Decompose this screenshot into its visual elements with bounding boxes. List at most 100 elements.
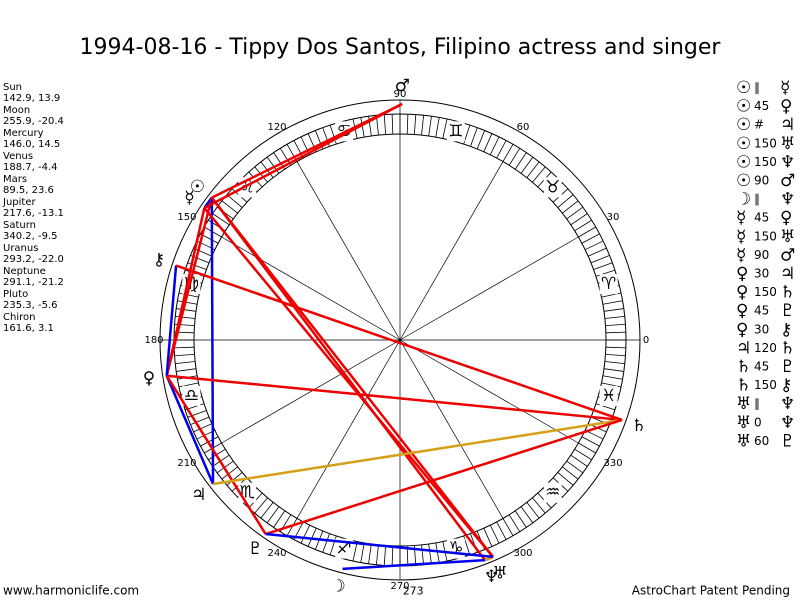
aspect-line xyxy=(165,375,267,535)
aspect-line xyxy=(342,558,486,571)
degree-tick xyxy=(601,382,622,388)
degree-tick xyxy=(175,315,196,319)
degree-tick xyxy=(470,127,478,147)
aspect-from: ♀ xyxy=(736,283,748,303)
degree-tick xyxy=(391,545,394,566)
aspect-from: ☉ xyxy=(736,97,751,117)
aspect-to: ♀ xyxy=(780,97,792,117)
planet-position: 235.3, -5.6 xyxy=(3,300,58,311)
planet-position: 217.6, -13.1 xyxy=(3,208,64,219)
degree-label: 150 xyxy=(177,212,196,223)
degree-label: 30 xyxy=(607,212,620,223)
spoke xyxy=(399,236,579,341)
degree-tick xyxy=(421,115,425,136)
spoke xyxy=(399,339,579,444)
degree-tick xyxy=(286,518,298,536)
planet-glyph: ♆ xyxy=(484,567,499,587)
planet-name: Neptune xyxy=(3,266,46,277)
sign-bg xyxy=(599,385,618,406)
aspect-line xyxy=(265,532,494,559)
aspect-to: ♃ xyxy=(780,264,795,284)
degree-tick xyxy=(603,308,624,312)
aspect-line xyxy=(265,418,623,536)
degree-tick xyxy=(526,161,540,178)
planet-position: 89.5, 23.6 xyxy=(3,185,54,196)
planet-name: Moon xyxy=(3,105,30,116)
planet-position: 142.9, 13.9 xyxy=(3,93,60,104)
degree-tick xyxy=(603,368,624,372)
aspect-from: ☉ xyxy=(736,134,751,154)
degree-label: 210 xyxy=(177,458,196,469)
degree-tick xyxy=(174,353,195,357)
planet-name: Uranus xyxy=(3,243,38,254)
planet-glyph: ♄ xyxy=(631,416,646,436)
degree-tick xyxy=(200,436,219,447)
spoke xyxy=(399,339,504,519)
aspect-type: 150 xyxy=(754,285,777,299)
aspect-type: 30 xyxy=(754,322,769,336)
sign-glyph: ♎ xyxy=(184,386,199,406)
degree-tick xyxy=(413,114,417,135)
aspect-to: ⚷ xyxy=(780,376,792,396)
degree-tick xyxy=(406,114,409,135)
aspect-from: ☉ xyxy=(736,115,751,135)
aspect-to: ♂ xyxy=(780,245,795,265)
degree-tick xyxy=(216,460,234,474)
degree-tick xyxy=(502,518,514,536)
degree-tick xyxy=(221,200,238,214)
aspect-list: ☉ ∥ ☿☉ 45 ♀☉ # ♃☉ 150 ♅☉ 150 ♆☉ 90 ♂☽ ∥ ♆☿ 45 ♀☿ 150 ♅☿ 90 ♂… xyxy=(736,78,795,451)
degree-tick xyxy=(175,361,196,365)
aspect-from: ☿ xyxy=(736,227,746,247)
sign-glyph: ♒ xyxy=(545,483,560,503)
degree-tick xyxy=(604,361,625,365)
degree-tick xyxy=(532,166,546,183)
title: 1994-08-16 - Tippy Dos Santos, Filipino … xyxy=(80,35,722,60)
degree-tick xyxy=(360,117,365,138)
degree-tick xyxy=(174,346,195,349)
aspect-type: 90 xyxy=(754,248,769,262)
aspect-from: ♀ xyxy=(736,301,748,321)
aspect-from: ♅ xyxy=(736,394,751,414)
sign-glyph: ♏ xyxy=(240,483,255,503)
planet-name: Venus xyxy=(3,151,33,162)
degree-tick xyxy=(483,133,493,152)
aspect-to: ♇ xyxy=(780,431,795,451)
degree-tick xyxy=(221,466,238,480)
degree-label: 60 xyxy=(517,122,530,133)
aspect-to: ♇ xyxy=(780,357,795,377)
degree-tick xyxy=(602,375,623,380)
aspect-from: ♅ xyxy=(736,413,751,433)
degree-tick xyxy=(570,454,588,467)
aspect-type: 45 xyxy=(754,304,769,318)
planet-glyph: ♀ xyxy=(143,368,155,388)
degree-tick xyxy=(435,542,440,563)
degree-tick xyxy=(590,254,610,264)
degree-tick xyxy=(557,472,574,486)
aspect-line xyxy=(212,418,623,486)
sign-glyph: ♑ xyxy=(448,539,463,559)
degree-tick xyxy=(578,226,596,238)
degree-tick xyxy=(360,542,365,563)
planet-name: Sun xyxy=(3,82,22,93)
degree-tick xyxy=(322,533,330,553)
degree-tick xyxy=(483,528,493,547)
degree-tick xyxy=(581,233,600,244)
aspect-type: 30 xyxy=(754,267,769,281)
sign-bg xyxy=(543,482,562,503)
aspect-to: ♆ xyxy=(780,394,795,414)
planet-name: Mars xyxy=(3,174,27,185)
degree-tick xyxy=(557,194,574,208)
sign-glyph: ♉ xyxy=(545,177,560,197)
sign-glyph: ♓ xyxy=(601,386,616,406)
aspect-line xyxy=(165,265,178,376)
aspect-to: ♆ xyxy=(780,413,795,433)
aspect-to: ♀ xyxy=(780,208,792,228)
degree-tick xyxy=(605,323,626,327)
degree-tick xyxy=(383,545,387,566)
aspect-to: ☿ xyxy=(780,78,790,98)
degree-tick xyxy=(178,292,199,298)
aspect-type: 120 xyxy=(754,341,777,355)
aspect-line xyxy=(203,102,403,210)
